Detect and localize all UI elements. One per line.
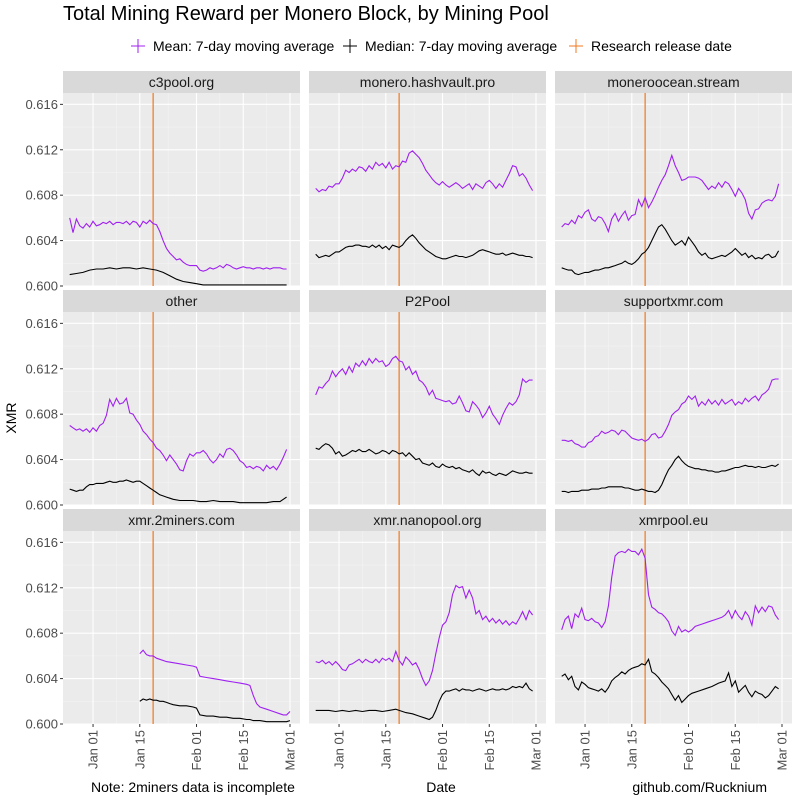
- y-tick-label: 0.600: [25, 279, 58, 294]
- panel-strip: [309, 290, 546, 312]
- x-tick-label: Feb 01: [435, 730, 450, 770]
- median-line: [315, 234, 533, 260]
- y-tick-label: 0.608: [25, 188, 58, 203]
- panel-background: [309, 312, 546, 505]
- panel-moneroocean-stream: moneroocean.stream: [555, 71, 792, 287]
- panel-p2pool: P2Pool: [309, 290, 546, 506]
- panel-background: [309, 531, 546, 724]
- legend-label-median: Median: 7-day moving average: [365, 38, 557, 54]
- panel-xmrpool-eu: xmrpool.eu Jan 01 Jan 15 Feb 01 Feb 15 Mar 01: [555, 509, 792, 770]
- panel-background: [63, 312, 300, 505]
- y-axis-label: XMR: [3, 402, 19, 433]
- mean-line: [139, 649, 291, 716]
- panel-title: xmrpool.eu: [639, 512, 708, 528]
- panel-supportxmr-com: supportxmr.com: [555, 290, 792, 506]
- x-tick-label: Feb 15: [728, 730, 743, 770]
- x-tick-label: Mar 01: [774, 730, 789, 770]
- y-tick-label: 0.616: [25, 535, 58, 550]
- legend-label-mean: Mean: 7-day moving average: [153, 38, 335, 54]
- panel-background: [63, 93, 300, 286]
- panel-strip: [63, 509, 300, 531]
- panel-title: xmr.nanopool.org: [373, 512, 481, 528]
- legend-item-median: Median: 7-day moving average: [343, 38, 557, 54]
- x-tick-label: Jan 15: [624, 730, 639, 769]
- panel-monero-hashvault-pro: monero.hashvault.pro: [309, 71, 546, 287]
- mean-line: [69, 397, 288, 472]
- x-axis-label: Date: [426, 779, 456, 795]
- median-line: [69, 267, 287, 286]
- panel-strip: [63, 290, 300, 312]
- panel-xmr-nanopool-org: xmr.nanopool.org Jan 01 Jan 15 Feb 01 Feb 15…: [309, 509, 546, 770]
- y-tick-label: 0.612: [25, 361, 58, 376]
- panel-strip: [555, 509, 792, 531]
- panel-title: monero.hashvault.pro: [360, 74, 496, 90]
- median-line: [561, 657, 779, 704]
- x-tick-label: Feb 15: [236, 730, 251, 770]
- x-tick-label: Mar 01: [528, 730, 543, 770]
- mean-line: [561, 547, 780, 637]
- x-tick-label: Jan 15: [132, 730, 147, 769]
- caption-note: Note: 2miners data is incomplete: [91, 779, 295, 795]
- panel-strip: [309, 71, 546, 93]
- median-line: [139, 698, 291, 723]
- x-tick-label: Jan 01: [332, 730, 347, 769]
- legend-item-mean: Mean: 7-day moving average: [131, 38, 335, 54]
- mean-line: [315, 150, 534, 193]
- y-tick-label: 0.616: [25, 97, 58, 112]
- caption-credit: github.com/Rucknium: [632, 779, 767, 795]
- panel-strip: [555, 290, 792, 312]
- chart-title: Total Mining Reward per Monero Block, by…: [63, 3, 549, 25]
- y-tick-label: 0.604: [25, 671, 58, 686]
- x-tick-label: Feb 15: [482, 730, 497, 770]
- panel-background: [555, 93, 792, 286]
- x-tick-label: Jan 01: [86, 730, 101, 769]
- panel-title: c3pool.org: [149, 74, 214, 90]
- panel-title: other: [166, 293, 198, 309]
- median-line: [561, 455, 779, 494]
- panel-background: [309, 93, 546, 286]
- panels: c3pool.org 0.600 0.604 0.608 0.612 0.616 moner…: [25, 71, 792, 770]
- legend: Mean: 7-day moving average Median: 7-day…: [131, 38, 732, 54]
- x-tick-label: Feb 01: [189, 730, 204, 770]
- panel-strip: [555, 71, 792, 93]
- y-tick-label: 0.600: [25, 717, 58, 732]
- panel-strip: [309, 509, 546, 531]
- panel-background: [63, 531, 300, 724]
- panel-title: xmr.2miners.com: [128, 512, 235, 528]
- panel-background: [555, 312, 792, 505]
- mean-line: [69, 217, 287, 272]
- x-tick-label: Mar 01: [282, 730, 297, 770]
- median-line: [69, 479, 287, 504]
- panel-background: [555, 531, 792, 724]
- panel-title: P2Pool: [405, 293, 450, 309]
- y-tick-label: 0.612: [25, 580, 58, 595]
- mean-line: [561, 378, 779, 448]
- y-tick-label: 0.608: [25, 626, 58, 641]
- mean-line: [315, 355, 533, 426]
- median-line: [315, 682, 533, 721]
- panel-title: supportxmr.com: [624, 293, 724, 309]
- legend-label-release: Research release date: [591, 38, 732, 54]
- x-tick-label: Jan 01: [578, 730, 593, 769]
- mean-line: [561, 153, 780, 234]
- legend-item-release: Research release date: [569, 38, 732, 54]
- x-tick-label: Feb 01: [681, 730, 696, 770]
- panel-xmr-2miners-com: xmr.2miners.com 0.600 0.604 0.608 0.612 0.616…: [25, 509, 300, 770]
- median-line: [561, 223, 780, 276]
- panel-strip: [63, 71, 300, 93]
- panel-title: moneroocean.stream: [607, 74, 739, 90]
- y-tick-label: 0.604: [25, 452, 58, 467]
- y-tick-label: 0.600: [25, 498, 58, 513]
- y-tick-label: 0.608: [25, 407, 58, 422]
- panel-c3pool-org: c3pool.org 0.600 0.604 0.608 0.612 0.616: [25, 71, 300, 294]
- x-tick-label: Jan 15: [378, 730, 393, 769]
- panel-other: other 0.600 0.604 0.608 0.612 0.616: [25, 290, 300, 513]
- mean-line: [315, 584, 534, 687]
- y-tick-label: 0.612: [25, 142, 58, 157]
- y-tick-label: 0.604: [25, 233, 58, 248]
- median-line: [315, 443, 533, 477]
- y-tick-label: 0.616: [25, 316, 58, 331]
